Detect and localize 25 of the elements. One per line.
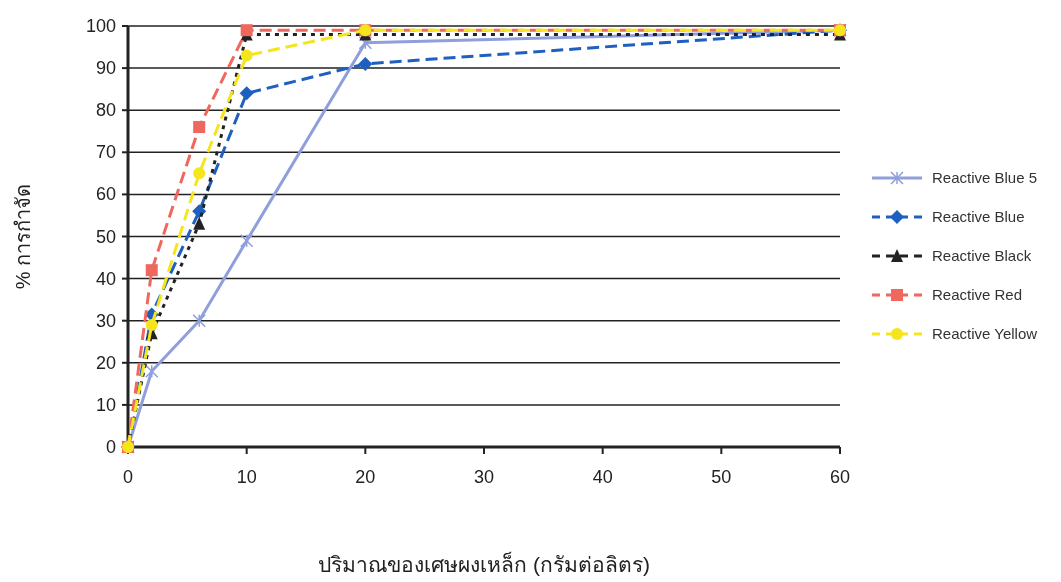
x-tick-label: 0 [122, 467, 134, 487]
y-tick-label: 20 [95, 352, 116, 373]
y-tick-label: 100 [85, 16, 116, 36]
y-tick-label: 90 [95, 58, 116, 79]
y-tick-label: 80 [95, 100, 116, 121]
x-tick-label: 60 [829, 467, 851, 487]
y-tick-label: 50 [95, 226, 116, 247]
y-tick-label: 10 [95, 394, 116, 415]
y-axis-title: % การกำจัด [12, 183, 34, 290]
y-tick-label: 70 [95, 142, 116, 163]
legend-label: Reactive Black [932, 247, 1032, 264]
y-tick-label: 30 [95, 310, 116, 331]
x-tick-label: 10 [236, 467, 257, 487]
legend-label: Reactive Blue 5 [932, 169, 1038, 186]
y-tick-label: 40 [95, 268, 116, 289]
x-tick-label: 40 [592, 467, 613, 487]
x-tick-label: 20 [355, 467, 376, 487]
x-axis-title: ปริมาณของเศษผงเหล็ก (กรัมต่อลิตร) [318, 551, 650, 576]
legend-label: Reactive Yellow [932, 325, 1038, 342]
y-tick-label: 0 [105, 437, 116, 457]
x-tick-label: 50 [711, 467, 732, 487]
y-tick-label: 60 [95, 184, 116, 205]
legend-label: Reactive Red [932, 286, 1023, 303]
x-tick-label: 30 [473, 467, 495, 487]
legend-label: Reactive Blue [932, 208, 1025, 225]
